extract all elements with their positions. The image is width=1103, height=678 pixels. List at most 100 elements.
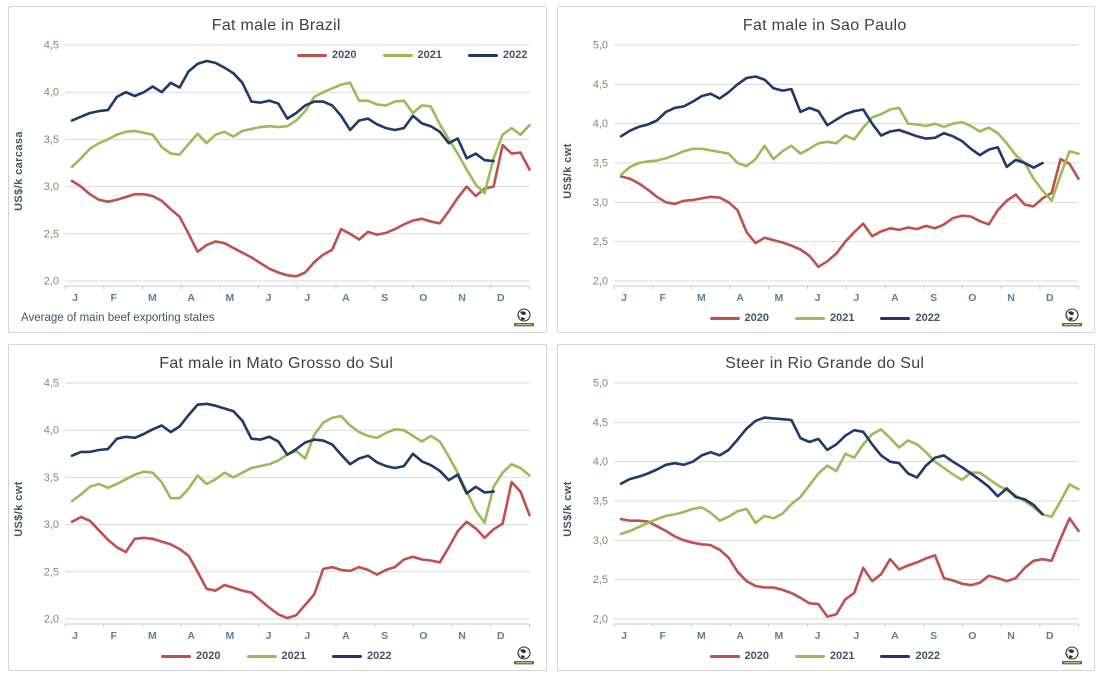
svg-text:M: M	[225, 292, 234, 304]
chart-title: Fat male in Mato Grosso do Sul	[159, 355, 394, 372]
legend: 2020 2021 2022	[161, 650, 391, 662]
svg-text:S: S	[930, 292, 937, 304]
svg-text:O: O	[968, 630, 976, 642]
svg-text:4,5: 4,5	[592, 79, 607, 91]
svg-text:N: N	[1007, 292, 1015, 304]
svg-text:J: J	[814, 292, 820, 304]
legend-swatch-2022	[880, 654, 911, 658]
svg-text:4,0: 4,0	[592, 118, 607, 130]
svg-text:S: S	[381, 630, 388, 642]
svg-text:F: F	[659, 292, 666, 304]
legend-swatch-2021	[795, 316, 825, 320]
svg-text:J: J	[72, 292, 78, 304]
svg-text:O: O	[419, 630, 427, 642]
plot-area: US$/k cwt 2,0 2,5 3,0 3,5 4,0 4,5 5,0 J F M A M J J A S…	[561, 373, 1087, 645]
svg-text:F: F	[110, 292, 117, 304]
legend-swatch-2020	[161, 654, 192, 658]
legend-label: 2021	[281, 650, 306, 662]
svg-text:4,5: 4,5	[592, 417, 607, 429]
svg-text:4,5: 4,5	[44, 40, 59, 52]
svg-text:3,5: 3,5	[592, 158, 607, 170]
svg-text:M: M	[148, 292, 157, 304]
legend-item-2021: 2021	[795, 650, 854, 662]
chart-title: Fat male in Brazil	[211, 17, 341, 34]
panel-fat-male-sao-paulo: Fat male in Sao Paulo US$/k cwt 2,0 2,5 3,…	[556, 6, 1095, 333]
svg-text:2,5: 2,5	[592, 236, 607, 248]
legend-label: 2022	[503, 49, 528, 61]
svg-text:A: A	[187, 292, 195, 304]
svg-text:A: A	[736, 292, 744, 304]
svg-text:J: J	[266, 292, 272, 304]
svg-text:J: J	[72, 630, 78, 642]
svg-text:S: S	[930, 630, 937, 642]
svg-text:3,0: 3,0	[592, 535, 607, 547]
legend-item-2020: 2020	[297, 49, 357, 61]
globe-logo	[1062, 308, 1082, 327]
svg-text:2,5: 2,5	[44, 228, 59, 240]
svg-text:A: A	[736, 630, 744, 642]
svg-text:4,5: 4,5	[44, 378, 59, 390]
svg-text:D: D	[1045, 292, 1053, 304]
svg-text:5,0: 5,0	[592, 378, 607, 390]
chart-footer: 2020 2021 2022	[15, 645, 538, 667]
svg-text:F: F	[659, 630, 666, 642]
svg-text:5,0: 5,0	[592, 40, 607, 52]
svg-text:3,5: 3,5	[592, 496, 607, 508]
legend-label: 2022	[366, 650, 392, 662]
globe-logo	[1062, 646, 1082, 665]
svg-text:M: M	[225, 630, 234, 642]
legend-swatch-2021	[382, 53, 413, 57]
legend: 2020 2021 2022	[297, 49, 528, 61]
legend-item-2022: 2022	[468, 49, 528, 61]
svg-text:3,5: 3,5	[44, 472, 59, 484]
globe-logo	[513, 646, 534, 665]
line-chart-canvas: 2,0 2,5 3,0 3,5 4,0 4,5 J F M A M J J A S O N D	[44, 40, 531, 304]
plot-area: US$/k carcasa 2,0 2,5 3,0 3,5 4,0 4,5 J F M A M J J A…	[13, 35, 538, 307]
globe-logo	[513, 308, 534, 327]
legend-label: 2020	[332, 49, 357, 61]
legend-swatch-2020	[297, 53, 328, 57]
svg-text:M: M	[148, 630, 157, 642]
svg-text:A: A	[891, 292, 899, 304]
legend-swatch-2021	[795, 654, 825, 658]
svg-text:M: M	[774, 630, 783, 642]
y-axis-title: US$/k cwt	[561, 481, 574, 537]
chart-title: Steer in Rio Grande do Sul	[725, 355, 925, 372]
plot-area: US$/k cwt 2,0 2,5 3,0 3,5 4,0 4,5 J F M A M J J A S O N D	[13, 373, 538, 645]
legend-label: 2021	[830, 312, 855, 324]
svg-text:J: J	[621, 292, 627, 304]
line-chart-canvas: 2,0 2,5 3,0 3,5 4,0 4,5 5,0 J F M A M J J A S O N D	[592, 40, 1080, 304]
chart-footer: 2020 2021 2022	[564, 307, 1087, 329]
legend-label: 2022	[915, 650, 940, 662]
svg-text:J: J	[853, 292, 859, 304]
svg-text:A: A	[891, 630, 899, 642]
legend-swatch-2020	[709, 654, 740, 658]
svg-text:M: M	[697, 630, 706, 642]
panel-fat-male-mato-grosso-do-sul: Fat male in Mato Grosso do Sul US$/k cwt…	[8, 344, 547, 671]
y-axis-title: US$/k cwt	[561, 143, 574, 199]
svg-text:2,5: 2,5	[592, 574, 607, 586]
svg-text:3,0: 3,0	[44, 181, 59, 193]
footnote: Average of main beef exporting states	[21, 312, 215, 324]
legend-label: 2020	[744, 312, 769, 324]
svg-text:J: J	[853, 630, 859, 642]
legend-label: 2020	[196, 650, 221, 662]
svg-text:J: J	[266, 630, 272, 642]
legend-swatch-2021	[246, 654, 277, 658]
svg-text:D: D	[497, 630, 505, 642]
legend-item-2021: 2021	[246, 650, 306, 662]
svg-text:N: N	[458, 630, 466, 642]
svg-text:J: J	[304, 630, 310, 642]
legend-swatch-2020	[709, 316, 740, 320]
legend-swatch-2022	[880, 316, 911, 320]
svg-text:4,0: 4,0	[592, 456, 607, 468]
svg-text:O: O	[968, 292, 976, 304]
svg-text:2,5: 2,5	[44, 566, 59, 578]
legend-item-2021: 2021	[795, 312, 854, 324]
legend: 2020 2021 2022	[709, 650, 940, 662]
svg-text:2,0: 2,0	[592, 614, 607, 626]
chart-title: Fat male in Sao Paulo	[742, 17, 907, 34]
svg-text:M: M	[697, 292, 706, 304]
legend-item-2021: 2021	[382, 49, 442, 61]
svg-text:3,0: 3,0	[44, 519, 59, 531]
